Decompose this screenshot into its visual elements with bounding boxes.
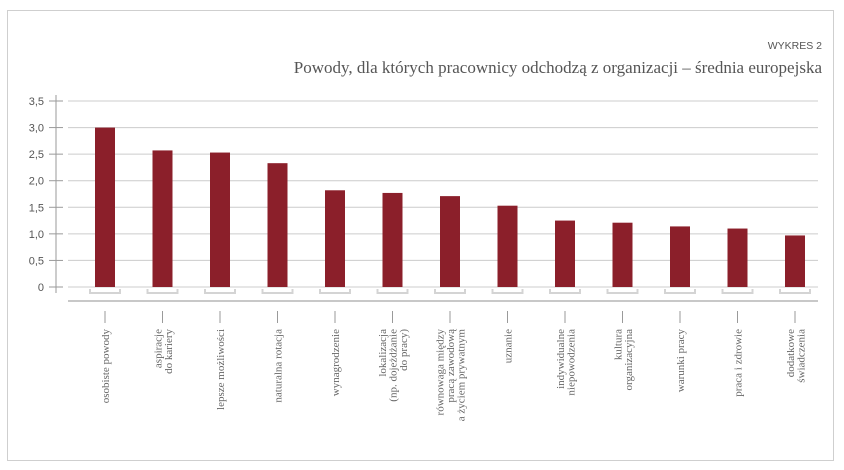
y-tick-label: 2,0 (29, 176, 44, 188)
bar-base-bracket (491, 289, 524, 294)
category-label-line: pracą zawodową (445, 329, 457, 403)
bar-base-bracket (721, 289, 754, 294)
bar (267, 163, 288, 287)
y-tick-label: 0 (38, 282, 44, 294)
category-label-line: lepsze możliwości (215, 329, 227, 410)
y-axis: 0 0,5 1,0 1,5 2,0 2,5 3,0 3,5 (29, 95, 818, 302)
category-label-line: (np. dojeżdżanie (388, 329, 400, 402)
bar (440, 196, 460, 287)
bar-base-bracket (549, 289, 581, 294)
bar-base-bracket (664, 289, 696, 294)
bar (95, 127, 115, 287)
bar (612, 222, 633, 287)
category-label-line: uznanie (503, 329, 515, 363)
bar-base-bracket (261, 289, 294, 294)
y-tick-label: 3,5 (29, 96, 44, 108)
y-tick-label: 1,5 (29, 202, 44, 214)
bar-base-bracket (434, 289, 466, 294)
category-label-line: warunki pracy (675, 329, 687, 393)
category-label-line: praca i zdrowie (733, 329, 745, 397)
category-label: warunki pracy (675, 329, 687, 393)
y-tick-label: 3,0 (29, 123, 44, 135)
chart-frame: WYKRES 2 Powody, dla których pracownicy … (7, 10, 834, 461)
category-label-line: lokalizacja (377, 329, 389, 377)
bar (555, 220, 575, 287)
bars (89, 127, 811, 294)
bar-base-bracket (779, 289, 811, 294)
bar (785, 235, 805, 287)
category-label-line: równowaga między (435, 329, 447, 416)
bar (727, 228, 748, 287)
bar (497, 205, 518, 287)
y-tick-label: 0,5 (29, 255, 44, 267)
category-label-line: naturalna rotacja (273, 329, 285, 403)
category-label-line: kultura (612, 329, 624, 360)
bar-base-bracket (606, 289, 639, 294)
bar-base-bracket (146, 289, 179, 294)
y-tick-label: 1,0 (29, 229, 44, 241)
category-label-line: niepowodzenia (565, 329, 577, 396)
chart-title: Powody, dla których pracownicy odchodzą … (294, 58, 823, 77)
category-label: uznanie (503, 329, 515, 363)
category-label-line: osobiste powody (100, 329, 112, 404)
category-label: osobiste powody (100, 329, 112, 404)
bar-chart: WYKRES 2 Powody, dla których pracownicy … (29, 40, 823, 421)
category-label-line: świadczenia (795, 329, 807, 383)
category-label: lepsze możliwości (215, 329, 227, 410)
category-label-line: indywidualne (555, 329, 567, 389)
bar-base-bracket (319, 289, 351, 294)
bar-base-bracket (376, 289, 409, 294)
bar (325, 190, 345, 287)
category-label-line: do kariery (163, 329, 175, 374)
chart-number-label: WYKRES 2 (768, 40, 822, 52)
category-label-line: aspiracje (152, 329, 164, 368)
bar (670, 226, 690, 287)
category-label: naturalna rotacja (273, 329, 285, 403)
category-label-line: do pracy) (398, 329, 410, 371)
category-label-line: dodatkowe (785, 329, 797, 377)
y-tick-label: 2,5 (29, 149, 44, 161)
bar-base-bracket (204, 289, 236, 294)
bar (152, 150, 173, 287)
bar-base-bracket (89, 289, 121, 294)
category-label-line: organizacyjna (623, 329, 635, 391)
bar (382, 192, 403, 287)
category-label-line: wynagrodzenie (330, 329, 342, 396)
category-label: praca i zdrowie (733, 329, 745, 397)
bar (210, 152, 230, 287)
category-label-line: a życiem prywatnym (456, 329, 468, 422)
category-label: wynagrodzenie (330, 329, 342, 396)
